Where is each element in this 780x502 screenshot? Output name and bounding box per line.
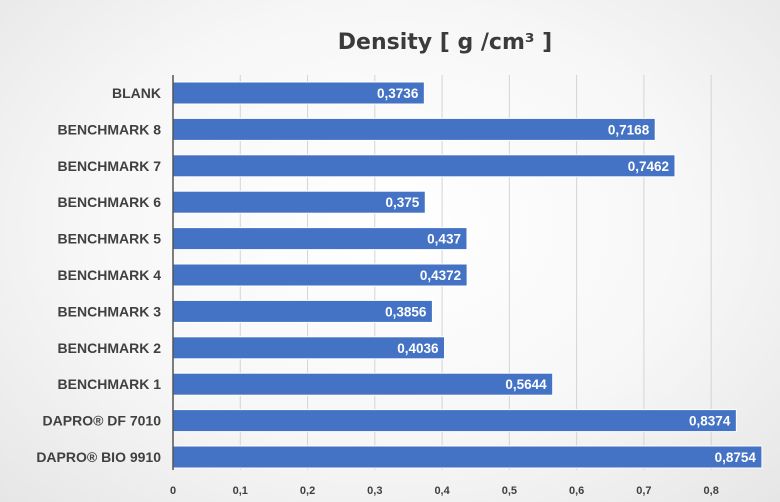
- data-label: 0,375: [385, 195, 419, 210]
- category-label: BENCHMARK 6: [58, 194, 162, 210]
- category-label: BENCHMARK 7: [58, 158, 162, 174]
- x-tick-label: 0,7: [636, 485, 651, 497]
- bar: [172, 227, 468, 251]
- category-label: BENCHMARK 8: [58, 121, 162, 137]
- category-label: BLANK: [112, 85, 161, 101]
- category-label: DAPRO® DF 7010: [43, 413, 162, 429]
- data-label: 0,8374: [689, 414, 731, 429]
- x-tick-label: 0,4: [434, 485, 450, 497]
- data-label: 0,437: [427, 232, 461, 247]
- data-label: 0,3736: [377, 86, 419, 101]
- category-label: DAPRO® BIO 9910: [36, 449, 161, 465]
- data-label: 0,7168: [608, 122, 650, 137]
- category-label: BENCHMARK 4: [58, 267, 162, 283]
- bar: [172, 445, 763, 469]
- x-tick-label: 0,5: [502, 485, 517, 497]
- category-label: BENCHMARK 2: [58, 340, 162, 356]
- bar: [172, 154, 676, 178]
- chart-title: Density [ g /cm³ ]: [338, 30, 552, 55]
- bar: [172, 372, 554, 396]
- data-label: 0,7462: [628, 159, 669, 174]
- category-label: BENCHMARK 3: [58, 303, 162, 319]
- bar: [172, 409, 737, 433]
- x-tick-label: 0,1: [233, 485, 248, 497]
- x-tick-label: 0,3: [367, 485, 382, 497]
- x-tick-label: 0,8: [704, 485, 719, 497]
- category-label: BENCHMARK 1: [58, 376, 162, 392]
- bars: 0,3736 0,7168 0,7462 0,375 0,437 0,4372 0,3856…: [172, 81, 763, 469]
- x-tick-label: 0,2: [300, 485, 315, 497]
- data-label: 0,3856: [385, 304, 427, 319]
- data-label: 0,4036: [397, 341, 439, 356]
- bar: [172, 117, 656, 141]
- data-label: 0,4372: [420, 268, 461, 283]
- x-tick-labels: 0 0,1 0,2 0,3 0,4 0,5 0,6 0,7 0,8: [170, 485, 719, 497]
- x-tick-label: 0,6: [569, 485, 584, 497]
- x-tick-label: 0: [170, 485, 176, 497]
- category-label: BENCHMARK 5: [58, 231, 162, 247]
- category-labels: BLANK BENCHMARK 8 BENCHMARK 7 BENCHMARK 6 BE…: [36, 85, 161, 465]
- data-label: 0,5644: [505, 377, 547, 392]
- data-label: 0,8754: [715, 450, 757, 465]
